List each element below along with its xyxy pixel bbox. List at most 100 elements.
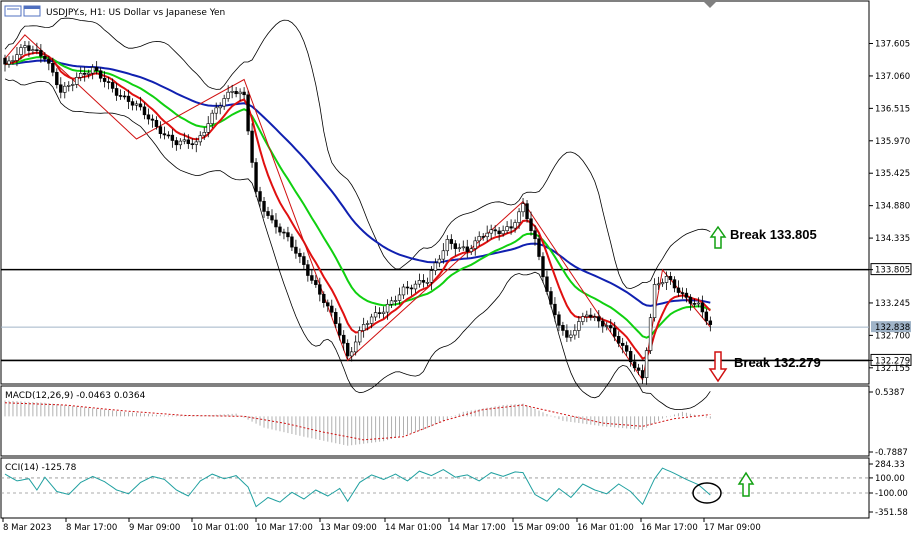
candle-body[interactable] <box>521 203 525 213</box>
candle-body[interactable] <box>55 71 59 86</box>
price-pane[interactable] <box>1 17 869 410</box>
candle-body[interactable] <box>561 325 565 331</box>
candle-body[interactable] <box>202 132 206 136</box>
candle-body[interactable] <box>90 67 95 74</box>
candle-body[interactable] <box>186 139 191 144</box>
candle-body[interactable] <box>274 219 278 228</box>
candle-body[interactable] <box>632 361 637 369</box>
candle-body[interactable] <box>501 230 505 235</box>
candle-body[interactable] <box>306 264 310 276</box>
candle-body[interactable] <box>445 239 450 252</box>
candle-body[interactable] <box>174 140 179 146</box>
candle-body[interactable] <box>114 88 119 96</box>
candle-body[interactable] <box>377 312 382 314</box>
candle-body[interactable] <box>672 279 677 289</box>
candle-body[interactable] <box>346 342 350 357</box>
candle-body[interactable] <box>597 316 601 322</box>
candle-body[interactable] <box>334 312 338 325</box>
candle-body[interactable] <box>565 330 569 338</box>
candle-body[interactable] <box>409 287 414 290</box>
candle-body[interactable] <box>158 126 163 134</box>
candle-body[interactable] <box>63 85 67 93</box>
candle-body[interactable] <box>369 316 374 324</box>
candle-body[interactable] <box>357 330 362 343</box>
candle-body[interactable] <box>517 211 521 223</box>
candle-body[interactable] <box>529 218 533 232</box>
candle-body[interactable] <box>270 215 274 221</box>
candle-body[interactable] <box>609 325 613 329</box>
candle-body[interactable] <box>397 294 402 301</box>
candle-body[interactable] <box>51 63 55 73</box>
candle-body[interactable] <box>194 141 198 145</box>
candle-body[interactable] <box>485 232 489 238</box>
candle-body[interactable] <box>278 226 282 233</box>
candle-body[interactable] <box>644 350 649 378</box>
candle-body[interactable] <box>636 367 641 371</box>
candle-body[interactable] <box>640 370 645 378</box>
candle-body[interactable] <box>692 303 697 305</box>
candle-body[interactable] <box>342 334 346 344</box>
candle-body[interactable] <box>353 341 358 353</box>
candle-body[interactable] <box>425 281 430 284</box>
candle-body[interactable] <box>593 316 597 318</box>
cci-pane[interactable]: 284.33 100.00 -100.00 -351.58 <box>1 460 908 518</box>
candle-body[interactable] <box>254 162 258 192</box>
candle-body[interactable] <box>553 303 557 316</box>
candle-body[interactable] <box>39 50 43 57</box>
candle-body[interactable] <box>648 317 653 351</box>
candle-body[interactable] <box>469 248 473 252</box>
candle-body[interactable] <box>286 232 290 238</box>
shift-marker-icon[interactable] <box>704 2 716 8</box>
candle-body[interactable] <box>15 54 19 61</box>
candle-body[interactable] <box>365 323 370 325</box>
candle-body[interactable] <box>27 45 31 51</box>
candle-body[interactable] <box>250 130 254 163</box>
candle-body[interactable] <box>624 345 629 352</box>
candle-body[interactable] <box>628 350 633 363</box>
candle-body[interactable] <box>361 324 366 331</box>
candle-body[interactable] <box>601 320 605 327</box>
candle-body[interactable] <box>513 222 517 229</box>
candle-body[interactable] <box>505 226 509 232</box>
candle-body[interactable] <box>696 302 701 305</box>
candle-body[interactable] <box>493 229 497 232</box>
candle-body[interactable] <box>154 119 159 127</box>
candle-body[interactable] <box>218 105 222 109</box>
candle-body[interactable] <box>389 300 394 305</box>
candle-body[interactable] <box>102 77 107 82</box>
candle-body[interactable] <box>537 238 541 257</box>
candle-body[interactable] <box>7 60 11 65</box>
candle-body[interactable] <box>98 70 103 79</box>
candle-body[interactable] <box>298 253 302 257</box>
candle-body[interactable] <box>294 246 298 254</box>
candle-body[interactable] <box>310 275 314 281</box>
candle-body[interactable] <box>381 311 386 314</box>
candle-body[interactable] <box>322 293 326 303</box>
candle-body[interactable] <box>652 284 657 318</box>
candle-body[interactable] <box>461 246 465 249</box>
candle-body[interactable] <box>429 270 434 283</box>
candle-body[interactable] <box>330 305 334 313</box>
candle-body[interactable] <box>449 239 454 244</box>
candle-body[interactable] <box>616 336 621 344</box>
candle-body[interactable] <box>75 77 79 85</box>
candle-body[interactable] <box>23 45 27 48</box>
candle-body[interactable] <box>130 101 135 106</box>
candle-body[interactable] <box>266 211 270 216</box>
candle-body[interactable] <box>106 81 111 83</box>
candle-body[interactable] <box>166 134 171 137</box>
candle-body[interactable] <box>437 258 442 264</box>
candle-body[interactable] <box>545 276 549 292</box>
candle-body[interactable] <box>206 123 210 133</box>
candle-body[interactable] <box>282 231 286 234</box>
candle-body[interactable] <box>190 143 194 145</box>
candle-body[interactable] <box>585 314 589 317</box>
candle-body[interactable] <box>497 230 501 235</box>
candle-body[interactable] <box>318 284 322 295</box>
candle-body[interactable] <box>605 325 609 327</box>
candle-body[interactable] <box>405 286 410 289</box>
candle-body[interactable] <box>302 256 306 265</box>
candle-body[interactable] <box>676 287 681 293</box>
candle-body[interactable] <box>150 118 155 121</box>
